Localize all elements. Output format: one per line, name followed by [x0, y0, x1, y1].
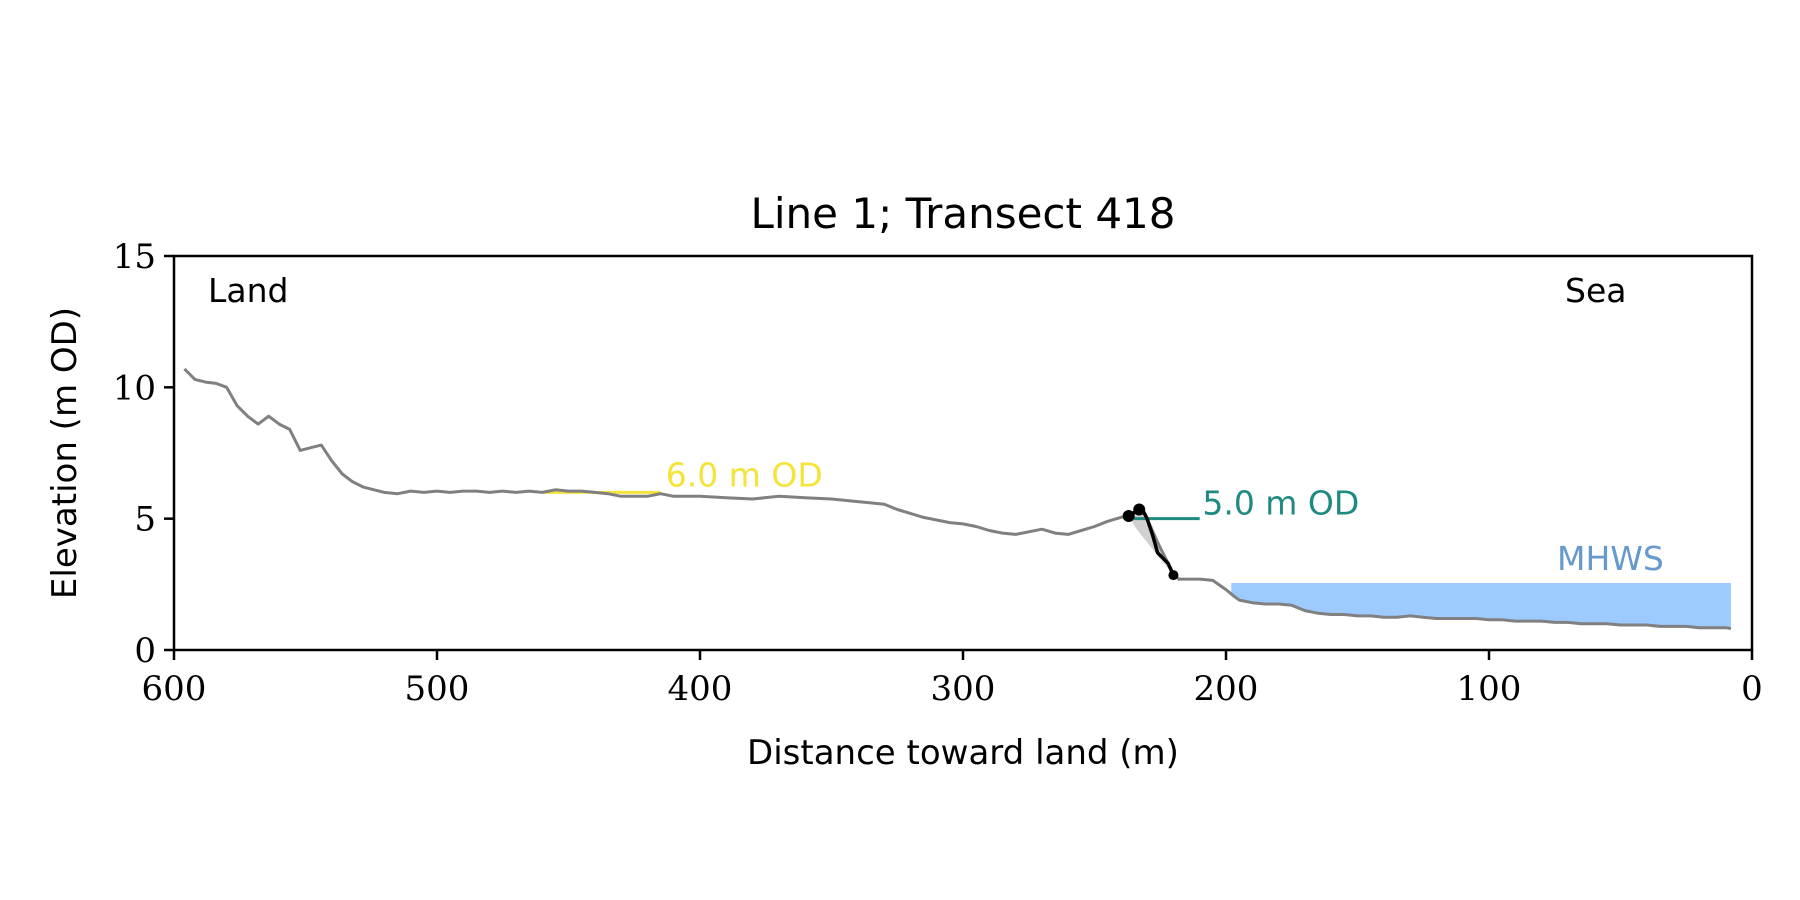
- level-5-label: 5.0 m OD: [1202, 484, 1359, 523]
- cliff-top-point: [1122, 510, 1135, 523]
- profile-line: [183, 367, 1732, 630]
- mhws-label: MHWS: [1557, 539, 1664, 578]
- x-tick-label: 100: [1457, 669, 1522, 709]
- level-6-label: 6.0 m OD: [666, 455, 823, 494]
- plot-layer: 600 500 400 300 200 100 0 0 5 10 15: [113, 237, 1763, 709]
- sea-label: Sea: [1565, 271, 1626, 310]
- y-tick-label: 10: [113, 368, 156, 408]
- y-tick-label: 0: [134, 631, 156, 671]
- mhws-water-fill: [1231, 583, 1731, 629]
- cliff-crest-point: [1133, 503, 1146, 516]
- x-tick-label: 500: [405, 669, 470, 709]
- y-axis-label: Elevation (m OD): [45, 307, 85, 599]
- x-tick-label: 600: [142, 669, 207, 709]
- y-tick-label: 15: [113, 237, 156, 277]
- y-tick-label: 5: [134, 500, 156, 540]
- x-tick-label: 200: [1194, 669, 1259, 709]
- x-axis-label: Distance toward land (m): [747, 733, 1179, 773]
- x-tick-label: 400: [668, 669, 733, 709]
- chart-title: Line 1; Transect 418: [750, 189, 1175, 238]
- x-tick-label: 0: [1741, 669, 1763, 709]
- cliff-toe-point: [1168, 570, 1179, 581]
- land-label: Land: [208, 271, 288, 310]
- x-tick-label: 300: [931, 669, 996, 709]
